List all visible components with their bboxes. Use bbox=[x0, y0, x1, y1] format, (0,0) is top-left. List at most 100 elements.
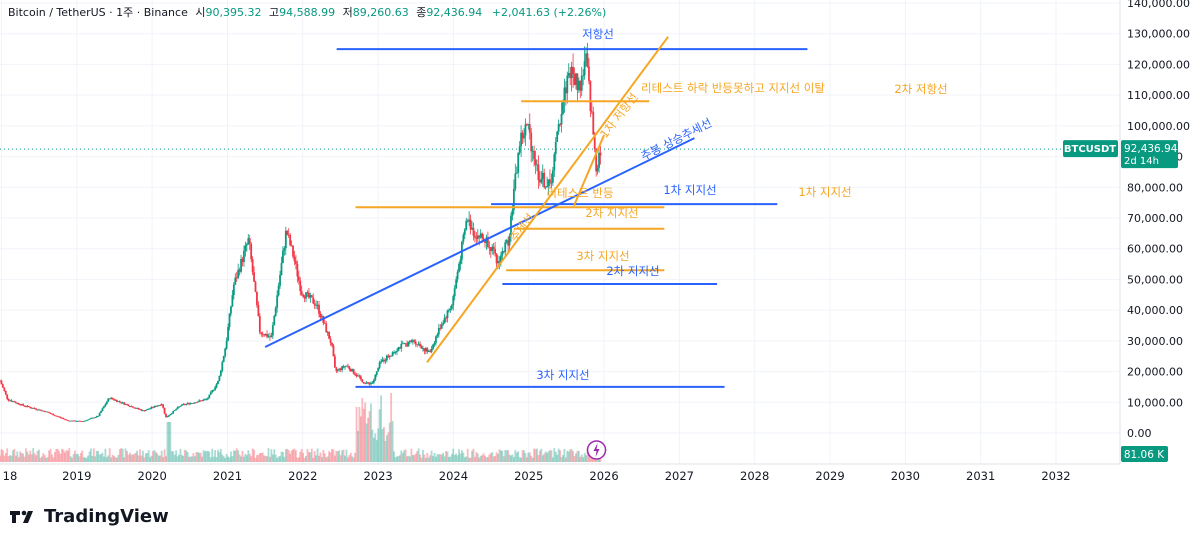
price-axis-tick-label: 130,000.00 bbox=[1127, 28, 1190, 41]
time-axis[interactable]: 18 2019 2020 2021 2022 2023 2024 2025 2026 2027 20… bbox=[0, 463, 1120, 483]
candle-body bbox=[596, 167, 599, 172]
volume-bar bbox=[6, 448, 9, 462]
candle-body bbox=[290, 244, 293, 246]
candle-body bbox=[424, 348, 427, 352]
volume-bar bbox=[150, 455, 153, 462]
trendline-drawing[interactable] bbox=[573, 134, 605, 207]
annotation-label[interactable]: 2차 저항선 bbox=[894, 82, 947, 96]
candle-body bbox=[121, 402, 124, 404]
volume-bar bbox=[250, 456, 253, 462]
annotation-label[interactable]: 1차 지지선 bbox=[798, 185, 851, 199]
volume-bar bbox=[103, 456, 105, 462]
volume-bar bbox=[450, 454, 453, 462]
candle-body bbox=[372, 379, 375, 383]
volume-bar bbox=[560, 457, 563, 462]
volume-bar bbox=[88, 451, 91, 462]
candle-body bbox=[331, 342, 333, 346]
candle-body bbox=[90, 418, 92, 420]
volume-bar bbox=[566, 450, 569, 462]
candle-body bbox=[198, 400, 201, 402]
price-axis[interactable]: 140,000.00 130,000.00 120,000.00 110,000.00… bbox=[1127, 0, 1190, 440]
candle-body bbox=[499, 255, 502, 264]
symbol-tag-box bbox=[1063, 140, 1118, 158]
volume-bar bbox=[313, 451, 316, 462]
candle-body bbox=[245, 244, 248, 246]
annotation-label[interactable]: 1차 저항선 bbox=[597, 90, 641, 141]
volume-bar bbox=[538, 450, 541, 462]
volume-bar bbox=[163, 449, 166, 462]
candle-body bbox=[0, 380, 3, 385]
time-axis-tick-label: 2027 bbox=[665, 469, 694, 483]
candle-body bbox=[182, 404, 185, 406]
volume-bar bbox=[492, 456, 495, 462]
candle-body bbox=[36, 409, 39, 411]
candle-body bbox=[437, 328, 440, 335]
candle-body bbox=[429, 350, 432, 352]
volume-bar bbox=[524, 453, 527, 462]
volume-bar bbox=[85, 457, 88, 462]
annotation-label[interactable]: 2차 지지선 bbox=[585, 206, 638, 220]
volume-bar bbox=[269, 456, 271, 462]
trendline-drawing[interactable] bbox=[426, 36, 669, 363]
candle-body bbox=[570, 66, 573, 79]
volume-bar bbox=[118, 449, 121, 462]
volume-bar bbox=[221, 454, 224, 462]
volume-bar bbox=[202, 450, 205, 462]
volume-bar bbox=[267, 448, 270, 462]
trendline-drawing[interactable] bbox=[264, 137, 695, 348]
candle-body bbox=[59, 417, 62, 418]
candle-body bbox=[180, 404, 183, 406]
volume-bar bbox=[61, 448, 63, 462]
candle-body bbox=[436, 334, 439, 337]
candle-body bbox=[323, 322, 326, 324]
candle-body bbox=[586, 53, 589, 67]
low-value: 89,260.63 bbox=[352, 6, 409, 19]
volume-bar bbox=[282, 451, 284, 462]
annotation-label[interactable]: 2차 지지선 bbox=[606, 264, 659, 278]
volume-bar bbox=[186, 452, 189, 462]
candle-body bbox=[364, 383, 367, 385]
candle-body bbox=[497, 261, 499, 264]
annotation-label[interactable]: 3차 지지선 bbox=[576, 249, 629, 263]
volume-bar bbox=[476, 453, 479, 462]
event-marker-icon[interactable] bbox=[586, 440, 607, 460]
candle-body bbox=[113, 399, 115, 401]
annotation-label[interactable]: 저항선 bbox=[582, 27, 614, 41]
volume-bar bbox=[198, 452, 201, 462]
candle-body bbox=[381, 359, 384, 362]
price-axis-tick-label: 70,000.00 bbox=[1127, 212, 1183, 225]
annotation-label[interactable]: 3차 지지선 bbox=[536, 368, 589, 382]
brand-name: TradingView bbox=[44, 506, 169, 527]
candle-body bbox=[332, 345, 335, 357]
annotation-label[interactable]: 리테스트 하락 반등못하고 지지선 이탈 bbox=[641, 81, 825, 95]
close-value: 92,436.94 bbox=[426, 6, 483, 19]
volume-bar bbox=[253, 449, 255, 462]
volume-bar bbox=[175, 450, 178, 462]
volume-bar bbox=[398, 455, 401, 462]
annotation-label[interactable]: 1차 지지선 bbox=[663, 183, 716, 197]
volume-bar bbox=[323, 453, 326, 462]
low-label: 저 bbox=[342, 6, 353, 19]
candle-body bbox=[215, 384, 218, 388]
volume-bar bbox=[577, 450, 580, 462]
volume-bar bbox=[475, 452, 478, 462]
volume-bar bbox=[381, 429, 384, 462]
time-axis-tick-label: 2022 bbox=[288, 469, 317, 483]
volume-bar bbox=[116, 457, 118, 462]
price-axis-tick-label: 100,000.00 bbox=[1127, 120, 1190, 133]
candle-body bbox=[87, 419, 89, 421]
volume-bar bbox=[235, 448, 238, 462]
volume-bar bbox=[424, 457, 427, 462]
annotation-label[interactable]: 리테스트 반등 bbox=[546, 186, 613, 200]
volume-bar bbox=[419, 454, 421, 462]
high-value: 94,588.99 bbox=[279, 6, 336, 19]
volume-bar bbox=[45, 457, 48, 462]
tradingview-brand[interactable]: TradingView bbox=[10, 506, 169, 527]
candle-body bbox=[232, 284, 235, 296]
volume-bar bbox=[111, 454, 114, 462]
volume-bar bbox=[466, 448, 469, 462]
candle-body bbox=[397, 347, 400, 352]
volume-bar bbox=[16, 451, 19, 462]
drawing-lines[interactable] bbox=[264, 36, 808, 388]
